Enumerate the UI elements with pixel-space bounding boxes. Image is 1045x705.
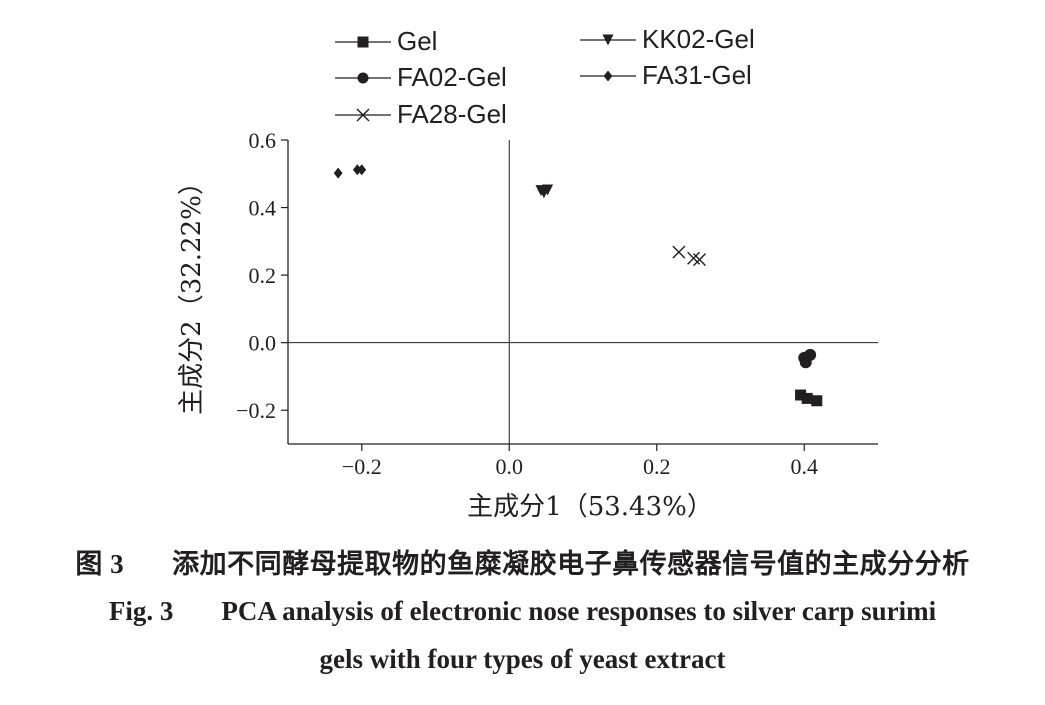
legend-marker [602,34,614,46]
pca-scatter-chart: Gel FA02-Gel FA28-Gel KK02-Gel FA31-Gel −0.2… [177,24,878,522]
x-tick-label: 0.0 [496,454,524,479]
y-tick-label: 0.4 [249,196,277,221]
data-point-fa28-gel [672,245,686,259]
legend-label: FA02-Gel [397,62,507,92]
y-tick-label: 0.6 [249,128,277,153]
data-point-gel [801,392,813,404]
x-tick-label: 0.4 [791,454,819,479]
data-point-fa02-gel [799,356,812,369]
legend-marker [357,72,369,84]
y-tick-label: 0.2 [249,263,277,288]
y-tick-label: −0.2 [236,398,276,423]
legend-label: KK02-Gel [642,24,755,54]
data-point-fa31-gel [352,164,362,176]
data-points [333,164,823,407]
data-point-fa28-gel [693,253,707,267]
legend: Gel FA02-Gel FA28-Gel KK02-Gel FA31-Gel [335,24,755,129]
legend-item-fa31-gel: FA31-Gel [580,60,752,90]
data-point-kk02-gel [538,187,550,199]
axes: −0.2 0.0 0.2 0.4 −0.2 0.0 0.2 0.4 0.6 [236,128,878,479]
x-axis-label: 主成分1（53.43%） [467,492,713,522]
figure-label-english: Fig. 3 [108,596,174,626]
x-tick-label: 0.2 [643,454,671,479]
x-tick-label: −0.2 [342,454,382,479]
y-axis-label: 主成分2（32.22%） [177,169,207,415]
legend-label: Gel [397,26,437,56]
figure-caption-english: Fig. 3 PCA analysis of electronic nose re… [0,596,1045,627]
figure-caption-chinese: 图 3 添加不同酵母提取物的鱼糜凝胶电子鼻传感器信号值的主成分分析 [0,542,1045,581]
legend-marker [356,108,370,122]
figure-title-english-line2: gels with four types of yeast extract [319,644,726,674]
data-point-fa31-gel [333,167,343,179]
data-point-gel [795,389,807,401]
legend-marker [357,36,369,48]
figure-label-chinese: 图 3 [75,549,125,579]
legend-item-kk02-gel: KK02-Gel [580,24,755,54]
legend-label: FA31-Gel [642,60,752,90]
legend-item-gel: Gel [335,26,437,56]
legend-label: FA28-Gel [397,99,507,129]
data-point-fa31-gel [357,164,367,176]
figure-caption-english-line2: gels with four types of yeast extract [0,644,1045,675]
legend-item-fa28-gel: FA28-Gel [335,99,507,129]
y-tick-label: 0.0 [249,331,277,356]
data-point-gel [811,395,823,407]
figure-title-chinese: 添加不同酵母提取物的鱼糜凝胶电子鼻传感器信号值的主成分分析 [172,549,970,579]
legend-marker [603,70,613,82]
legend-item-fa02-gel: FA02-Gel [335,62,507,92]
figure-title-english-line1: PCA analysis of electronic nose response… [221,596,937,626]
